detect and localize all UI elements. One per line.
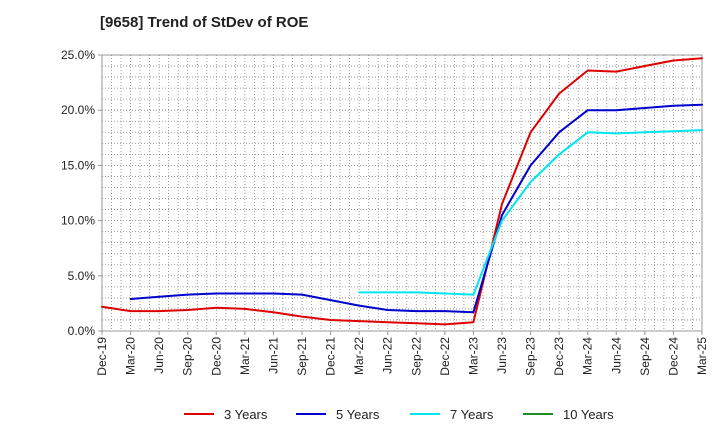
plot-area [101, 54, 703, 332]
x-tick-label: Jun-23 [495, 337, 509, 374]
y-axis: 0.0% 5.0% 10.0% 15.0% 20.0% 25.0% [61, 48, 102, 338]
x-tick-label: Dec-20 [209, 337, 223, 376]
x-tick-label: Mar-23 [466, 337, 480, 375]
y-tick-label: 0.0% [68, 324, 96, 338]
legend-label-5-years: 5 Years [336, 407, 380, 422]
y-tick-label: 15.0% [61, 158, 95, 172]
legend: 3 Years 5 Years 7 Years 10 Years [184, 407, 614, 422]
y-tick-label: 20.0% [61, 103, 95, 117]
x-tick-label: Mar-21 [238, 337, 252, 375]
y-tick-label: 25.0% [61, 48, 95, 62]
x-tick-label: Jun-20 [152, 337, 166, 374]
x-tick-label: Mar-20 [124, 337, 138, 375]
series-layer [101, 57, 703, 326]
x-tick-label: Dec-23 [552, 337, 566, 376]
x-tick-label: Jun-22 [381, 337, 395, 374]
x-tick-label: Sep-22 [409, 337, 423, 376]
chart-title: [9658] Trend of StDev of ROE [100, 14, 309, 31]
x-tick-label: Dec-22 [438, 337, 452, 376]
x-tick-label: Sep-23 [524, 337, 538, 376]
x-tick-label: Sep-21 [295, 337, 309, 376]
series-line-5-years [129, 103, 703, 314]
x-tick-label: Jun-24 [609, 337, 623, 374]
legend-label-7-years: 7 Years [450, 407, 494, 422]
y-tick-label: 5.0% [68, 269, 96, 283]
x-tick-label: Sep-24 [638, 337, 652, 376]
x-tick-label: Mar-22 [352, 337, 366, 375]
x-tick-label: Dec-19 [95, 337, 109, 376]
legend-label-3-years: 3 Years [224, 407, 268, 422]
x-tick-label: Dec-24 [666, 337, 680, 376]
grid [102, 55, 702, 331]
x-tick-label: Sep-20 [181, 337, 195, 376]
y-tick-label: 10.0% [61, 214, 95, 228]
legend-label-10-years: 10 Years [563, 407, 614, 422]
x-axis: Dec-19 Mar-20 Jun-20 Sep-20 Dec-20 Mar-21 Jun-… [95, 331, 709, 376]
x-tick-label: Dec-21 [324, 337, 338, 376]
x-tick-label: Jun-21 [266, 337, 280, 374]
x-tick-label: Mar-25 [695, 337, 709, 375]
series-line-3-years [101, 57, 703, 326]
series-line-7-years [358, 129, 703, 296]
x-tick-label: Mar-24 [581, 337, 595, 375]
